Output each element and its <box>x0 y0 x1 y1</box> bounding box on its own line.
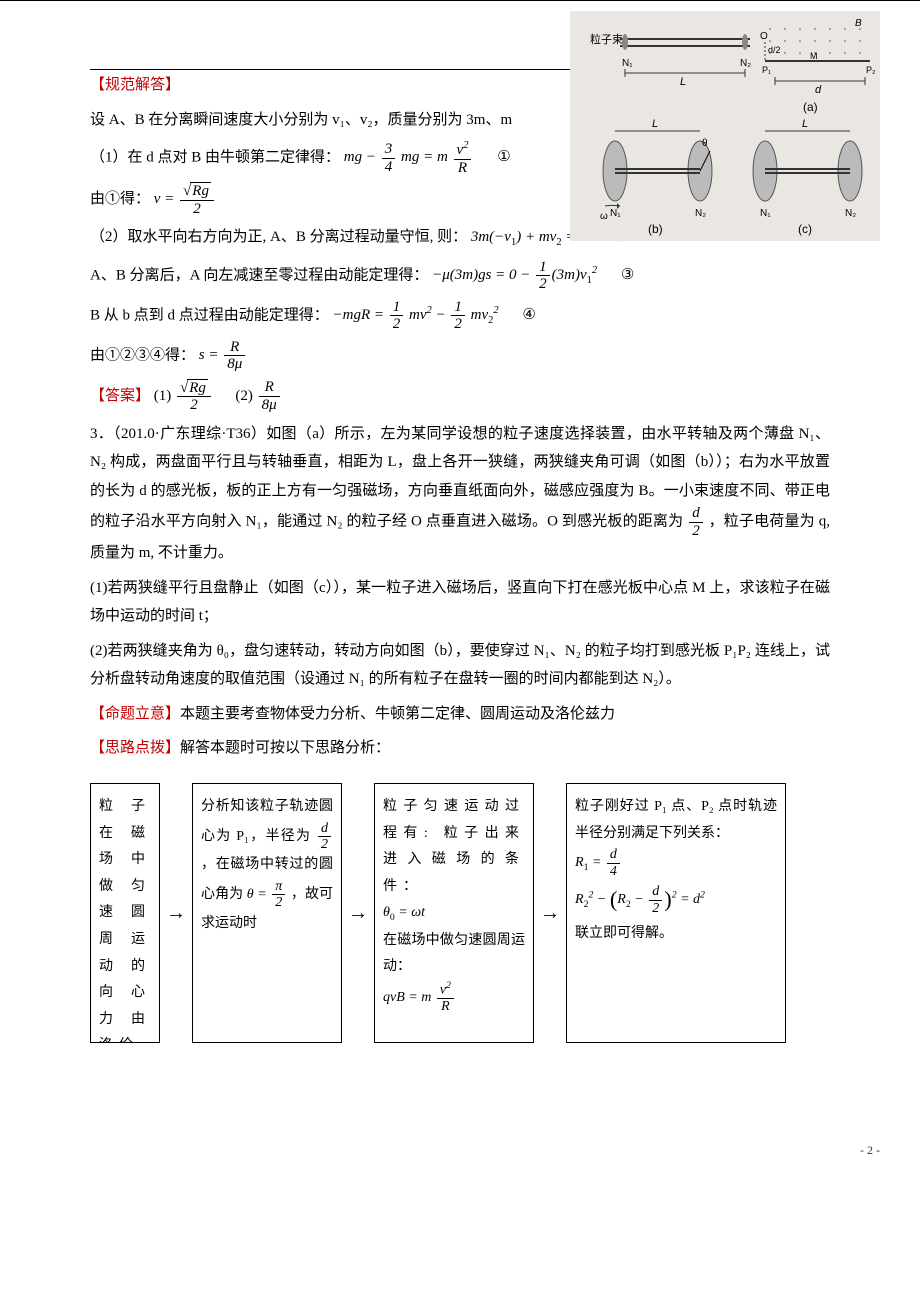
b4a: 粒子刚好过 P₁ 点、P₂ 点时轨迹半径分别满足下列关系： <box>575 799 777 841</box>
b2a: 分析知该粒子轨迹圆心为 P₁，半径为 <box>201 799 333 844</box>
mark1: ① <box>497 143 510 172</box>
figure-abc: 粒子束 N₁ N₂ L B O d/2 P₁ M P₂ <box>570 11 880 241</box>
flow-box-4: 粒子刚好过 P₁ 点、P₂ 点时轨迹半径分别满足下列关系： R1 = d4 R2… <box>566 783 786 1043</box>
arrow-icon: → <box>160 894 192 932</box>
eq6: s = R8μ <box>199 347 248 363</box>
q3-frac: d2 <box>687 514 705 530</box>
fig-label-beam: 粒子束 <box>590 32 623 46</box>
fig-label-a: (a) <box>803 100 818 114</box>
flow-diagram: 粒子在磁场中做匀速圆周运动的向心力由洛伦 → 分析知该粒子轨迹圆心为 P₁，半径… <box>90 783 830 1043</box>
svg-text:P₂: P₂ <box>866 65 876 75</box>
mark3: ③ <box>621 261 634 290</box>
cmd-heading: 【命题立意】 <box>90 706 180 722</box>
svg-text:ω: ω <box>600 211 608 222</box>
svg-text:N₂: N₂ <box>740 58 751 69</box>
page: 粒子束 N₁ N₂ L B O d/2 P₁ M P₂ <box>0 0 920 1302</box>
fig-label-b: (b) <box>648 222 663 236</box>
p7-text: 由①②③④得： <box>90 347 195 363</box>
svg-text:d/2: d/2 <box>768 45 781 55</box>
svg-text:L: L <box>802 118 808 130</box>
svg-text:N₁: N₁ <box>622 58 633 69</box>
p6: B 从 b 点到 d 点过程由动能定理得： −mgR = 12 mv2 − 12… <box>90 299 830 333</box>
eq2: v = √Rg2 <box>154 191 216 207</box>
p3-text: 由①得： <box>90 191 150 207</box>
q3-body: 3．（201.0·广东理综·T36）如图（a）所示，左为某同学设想的粒子速度选择… <box>90 420 830 568</box>
eq1: mg − 34 mg = m v2R <box>344 149 474 165</box>
cmd-line: 【命题立意】本题主要考查物体受力分析、牛顿第二定律、圆周运动及洛伦兹力 <box>90 700 830 729</box>
b4b: 联立即可得解。 <box>575 926 673 941</box>
q3-part2: (2)若两狭缝夹角为 θ₀，盘匀速转动，转动方向如图（b），要使穿过 N₁、N₂… <box>90 637 830 694</box>
ans-1-label: (1) <box>154 388 172 404</box>
eq5: −mgR = 12 mv2 − 12 mv22 <box>333 307 499 323</box>
ans-1: √Rg2 <box>175 388 213 404</box>
p4-text: （2）取水平向右方向为正, A、B 分离过程动量守恒, 则： <box>90 229 467 245</box>
svg-text:L: L <box>680 76 686 88</box>
arrow-icon: → <box>342 894 374 932</box>
svg-text:N₂: N₂ <box>845 208 856 219</box>
answer-heading: 【答案】 <box>90 388 150 404</box>
svg-text:d: d <box>815 84 822 96</box>
svg-text:θ: θ <box>702 138 708 149</box>
mark4: ④ <box>522 301 535 330</box>
p5-text: A、B 分离后，A 向左减速至零过程由动能定理得： <box>90 267 428 283</box>
flow-box-3: 粒子匀速运动过程有: 粒子出来进入磁场的条件： θ0 = ωt 在磁场中做匀速圆… <box>374 783 534 1043</box>
svg-text:M: M <box>810 51 818 61</box>
arrow-icon: → <box>534 894 566 932</box>
svg-text:B: B <box>855 18 862 29</box>
q3-part1: (1)若两狭缝平行且盘静止（如图（c）），某一粒子进入磁场后，竖直向下打在感光板… <box>90 574 830 631</box>
fig-label-c: (c) <box>798 222 812 236</box>
svg-text:L: L <box>652 118 658 130</box>
p2-text: （1）在 d 点对 B 由牛顿第二定律得： <box>90 149 340 165</box>
hint-heading: 【思路点拨】 <box>90 740 180 756</box>
answer-line: 【答案】 (1) √Rg2 (2) R8μ <box>90 379 830 414</box>
svg-text:N₁: N₁ <box>760 208 771 219</box>
svg-text:O: O <box>760 31 768 42</box>
ans-2: R8μ <box>257 388 282 404</box>
b3a: 粒子匀速运动过程有: 粒子出来进入磁场的条件： <box>383 799 525 894</box>
svg-text:P₁: P₁ <box>762 65 771 75</box>
page-number: - 2 - <box>860 1139 880 1162</box>
p7: 由①②③④得： s = R8μ <box>90 339 830 373</box>
ans-2-label: (2) <box>235 388 253 404</box>
hint-line: 【思路点拨】解答本题时可按以下思路分析： <box>90 734 830 763</box>
eq4: −μ(3m)gs = 0 − 12(3m)v12 <box>432 267 597 283</box>
p6-text: B 从 b 点到 d 点过程由动能定理得： <box>90 307 329 323</box>
flow-box-2: 分析知该粒子轨迹圆心为 P₁，半径为 d2 ，在磁场中转过的圆心角为 θ = π… <box>192 783 342 1043</box>
svg-text:N₁: N₁ <box>610 208 621 219</box>
flow-box-1: 粒子在磁场中做匀速圆周运动的向心力由洛伦 <box>90 783 160 1043</box>
hint-text: 解答本题时可按以下思路分析： <box>180 740 390 756</box>
svg-text:N₂: N₂ <box>695 208 706 219</box>
p5: A、B 分离后，A 向左减速至零过程由动能定理得： −μ(3m)gs = 0 −… <box>90 259 830 293</box>
b3b: 在磁场中做匀速圆周运动： <box>383 933 525 975</box>
cmd-text: 本题主要考查物体受力分析、牛顿第二定律、圆周运动及洛伦兹力 <box>180 706 615 722</box>
